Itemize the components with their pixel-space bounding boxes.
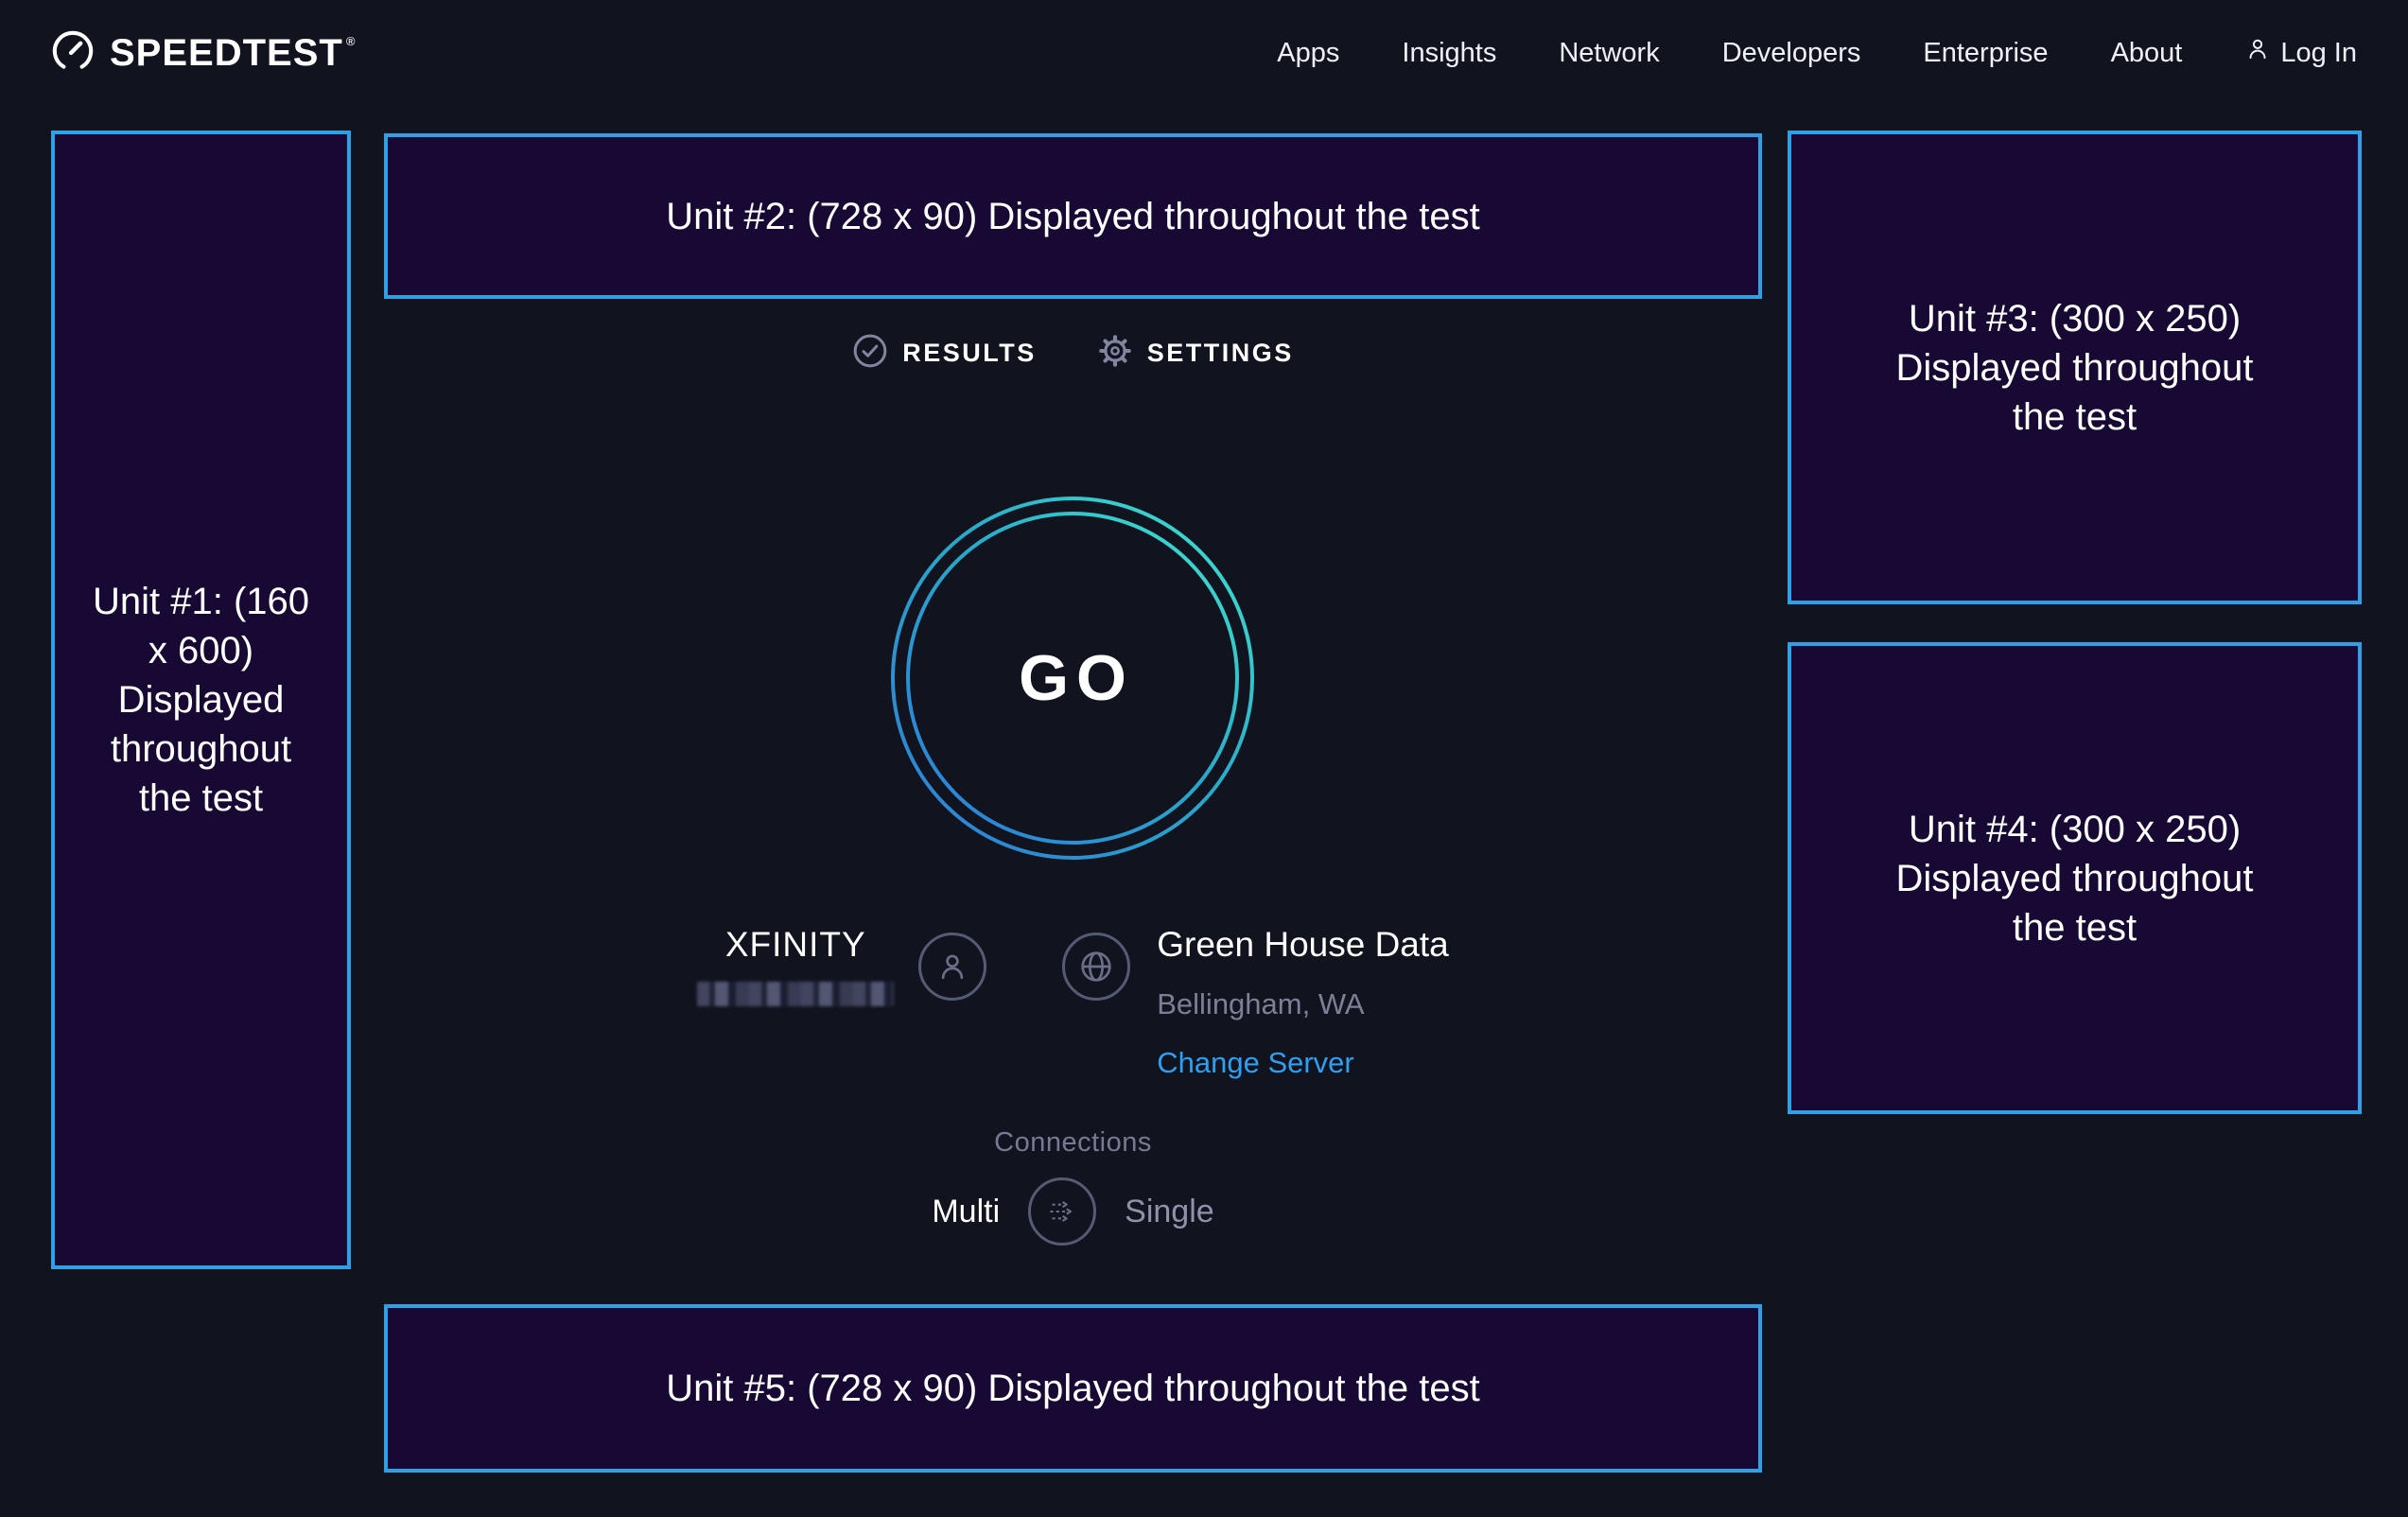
ad-unit-2-label: Unit #2: (728 x 90) Displayed throughout… (666, 195, 1480, 237)
connections-toggle-icon[interactable] (1028, 1177, 1097, 1246)
ad-unit-4-rectangle[interactable]: Unit #4: (300 x 250) Displayed throughou… (1788, 642, 2362, 1114)
server-location: Bellingham, WA (1157, 987, 1365, 1020)
ad-unit-1-skyscraper[interactable]: Unit #1: (160 x 600) Displayed throughou… (51, 131, 351, 1269)
connections-toggle-row: Multi Single (384, 1177, 1762, 1246)
ad-unit-5-label: Unit #5: (728 x 90) Displayed throughout… (666, 1368, 1480, 1409)
nav-menu: Apps Insights Network Developers Enterpr… (1277, 36, 2357, 70)
tab-results[interactable]: RESULTS (852, 333, 1037, 374)
go-button[interactable]: GO (890, 496, 1255, 861)
connection-info-row: XFINITY Green House Data Belling (384, 910, 1762, 1080)
trademark-mark: ® (345, 33, 357, 48)
ad-unit-4-label: Unit #4: (300 x 250) Displayed throughou… (1895, 808, 2254, 949)
globe-icon (1062, 933, 1131, 1001)
connections-multi-option[interactable]: Multi (932, 1193, 1001, 1229)
nav-item-apps[interactable]: Apps (1277, 37, 1340, 68)
tabs-row: RESULTS SETTINGS (384, 333, 1762, 374)
ad-unit-2-leaderboard[interactable]: Unit #2: (728 x 90) Displayed throughout… (384, 133, 1762, 299)
nav-item-insights[interactable]: Insights (1402, 37, 1497, 68)
speedtest-logo[interactable]: SPEEDTEST ® (51, 29, 356, 78)
nav-item-developers[interactable]: Developers (1721, 37, 1861, 68)
ad-unit-1-label: Unit #1: (160 x 600) Displayed throughou… (92, 581, 310, 819)
tab-settings[interactable]: SETTINGS (1097, 333, 1294, 374)
ad-unit-3-label: Unit #3: (300 x 250) Displayed throughou… (1895, 297, 2254, 438)
connections-label: Connections (994, 1127, 1152, 1158)
results-tab-label: RESULTS (902, 339, 1037, 367)
gear-icon (1097, 333, 1133, 374)
nav-item-network[interactable]: Network (1559, 37, 1660, 68)
masked-ip-text (697, 982, 895, 1006)
logo-wordmark: SPEEDTEST (110, 31, 343, 74)
isp-group: XFINITY (697, 910, 987, 1006)
log-in-button[interactable]: Log In (2244, 36, 2357, 70)
log-in-label: Log In (2280, 37, 2357, 68)
change-server-link[interactable]: Change Server (1157, 1046, 1354, 1079)
ad-unit-3-rectangle[interactable]: Unit #3: (300 x 250) Displayed throughou… (1788, 131, 2362, 604)
ad-unit-5-leaderboard[interactable]: Unit #5: (728 x 90) Displayed throughout… (384, 1304, 1762, 1473)
isp-user-icon (918, 933, 987, 1001)
check-circle-icon (852, 333, 888, 374)
connections-single-option[interactable]: Single (1125, 1193, 1214, 1229)
nav-item-enterprise[interactable]: Enterprise (1923, 37, 2049, 68)
server-name: Green House Data (1157, 925, 1449, 964)
speedometer-gauge-icon (51, 29, 95, 78)
settings-tab-label: SETTINGS (1146, 339, 1294, 367)
top-nav-bar: SPEEDTEST ® Apps Insights Network Develo… (0, 0, 2408, 106)
isp-name: XFINITY (724, 925, 866, 964)
go-gradient-rings (891, 497, 1254, 860)
server-group: Green House Data Bellingham, WA Change S… (1062, 910, 1449, 1080)
go-label: GO (1019, 642, 1134, 714)
nav-item-about[interactable]: About (2110, 37, 2183, 68)
user-icon (2244, 36, 2271, 70)
